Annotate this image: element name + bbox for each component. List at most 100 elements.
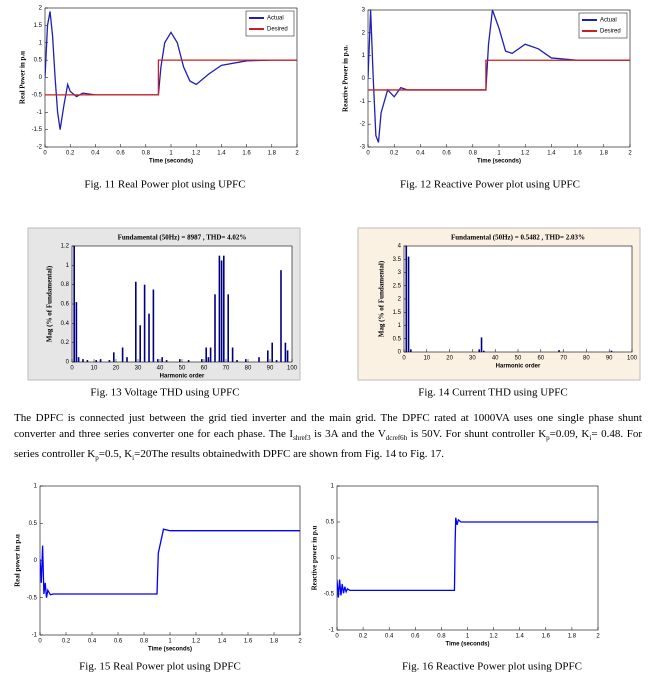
x-tick-label: 0.4 bbox=[416, 151, 425, 157]
x-tick-label: 0 bbox=[70, 366, 74, 372]
chart-title: Fundamental (50Hz) = 0.5482 , THD= 2.03% bbox=[451, 234, 585, 242]
bar bbox=[236, 360, 238, 362]
legend-box bbox=[245, 10, 295, 37]
caption: Fig. 16 Reactive Power plot using DPFC bbox=[402, 661, 582, 673]
plot-area bbox=[39, 485, 301, 636]
y-axis-label: Mag (% of Fundamental) bbox=[378, 260, 386, 337]
bar bbox=[410, 349, 412, 352]
plot bbox=[405, 246, 613, 352]
caption: Fig. 13 Voltage THD using UPFC bbox=[90, 387, 239, 399]
y-tick-label: 2 bbox=[39, 6, 43, 12]
y-axis-label: Real power in p.u bbox=[14, 534, 22, 587]
x-tick-label: 0.4 bbox=[91, 151, 100, 157]
y-tick-label: 0.4 bbox=[61, 321, 70, 327]
x-tick-label: 50 bbox=[179, 366, 186, 372]
bar bbox=[280, 270, 282, 362]
text-run: The DPFC is connected just between the g… bbox=[14, 412, 642, 440]
bar bbox=[558, 350, 560, 352]
caption: Fig. 14 Current THD using UPFC bbox=[418, 387, 568, 399]
bar bbox=[478, 349, 481, 352]
bar bbox=[275, 360, 278, 362]
bar bbox=[86, 360, 89, 362]
y-tick-label: 1 bbox=[66, 263, 70, 269]
x-tick-label: 0.6 bbox=[442, 151, 451, 157]
y-tick-label: 0 bbox=[331, 556, 335, 562]
x-tick-label: 30 bbox=[135, 366, 142, 372]
line bbox=[337, 517, 598, 598]
bar bbox=[610, 350, 613, 352]
bar bbox=[223, 255, 225, 362]
x-tick-label: 1 bbox=[168, 639, 172, 645]
y-axis-label: Reactive power in p.u bbox=[311, 525, 319, 590]
caption: Fig. 12 Reactive Power plot using UPFC bbox=[400, 179, 580, 191]
x-tick-label: 1.2 bbox=[521, 151, 530, 157]
text-run: = 0.48. For series controller K bbox=[14, 428, 643, 461]
y-tick-label: -1 bbox=[329, 628, 335, 634]
x-tick-label: 1 bbox=[497, 151, 501, 157]
x-tick-label: 70 bbox=[560, 356, 567, 362]
x-tick-label: 100 bbox=[627, 356, 638, 362]
x-tick-label: 1.6 bbox=[573, 151, 582, 157]
y-axis-label: Reactive Power in p.u. bbox=[342, 45, 350, 112]
x-axis-label: Harmonic order bbox=[496, 364, 541, 370]
x-tick-label: 10 bbox=[91, 366, 98, 372]
x-tick-label: 0 bbox=[38, 639, 42, 645]
x-tick-label: 1.2 bbox=[192, 639, 201, 645]
x-tick-label: 0 bbox=[43, 151, 47, 157]
bar bbox=[108, 360, 111, 362]
y-tick-label: -2 bbox=[37, 145, 43, 151]
x-tick-label: 80 bbox=[245, 366, 252, 372]
y-tick-label: -0.5 bbox=[324, 592, 335, 598]
plot bbox=[337, 517, 598, 598]
x-tick-label: 1.6 bbox=[542, 634, 551, 640]
bar bbox=[286, 350, 289, 362]
y-tick-label: 1 bbox=[331, 484, 335, 490]
x-tick-label: 0.6 bbox=[411, 634, 420, 640]
x-tick-label: 1.4 bbox=[516, 634, 525, 640]
caption: Fig. 15 Real Power plot using DPFC bbox=[79, 661, 241, 673]
bar bbox=[157, 359, 159, 362]
y-tick-label: 0 bbox=[362, 76, 366, 82]
x-tick-label: 0.6 bbox=[114, 639, 123, 645]
legend-label: Actual bbox=[267, 16, 284, 22]
bar bbox=[220, 260, 223, 362]
bar bbox=[77, 357, 80, 362]
x-tick-label: 0.2 bbox=[359, 634, 368, 640]
x-tick-label: 0 bbox=[335, 634, 339, 640]
x-tick-label: 0 bbox=[366, 151, 370, 157]
bar bbox=[113, 352, 115, 362]
line bbox=[368, 59, 630, 91]
text-run: is 3A and the V bbox=[310, 428, 386, 440]
figure: 0 0.2 0.4 0.6 0.8 1 1.2 1.4 1.6 1.8 2 -3 -2 -1 0 1 2 3 Tim… bbox=[342, 8, 633, 191]
legend-label: Desired bbox=[600, 29, 621, 35]
y-tick-label: 0.5 bbox=[29, 521, 38, 527]
legend-label: Desired bbox=[267, 27, 288, 33]
y-tick-label: 0.5 bbox=[34, 58, 43, 64]
bar bbox=[82, 359, 84, 362]
bar bbox=[209, 347, 212, 362]
x-tick-label: 1 bbox=[466, 634, 470, 640]
x-tick-label: 80 bbox=[583, 356, 590, 362]
y-tick-label: 1.5 bbox=[393, 310, 402, 316]
x-tick-label: 0.4 bbox=[385, 634, 394, 640]
x-tick-label: 1.8 bbox=[600, 151, 609, 157]
y-tick-label: 3.5 bbox=[393, 257, 402, 263]
x-tick-label: 0.2 bbox=[66, 151, 75, 157]
bar bbox=[284, 342, 287, 362]
y-tick-label: 0 bbox=[39, 75, 43, 81]
bar bbox=[135, 281, 137, 362]
subscript: i bbox=[132, 454, 135, 463]
y-axis-label: Real Power in p.u bbox=[19, 51, 27, 104]
y-tick-label: 0.5 bbox=[326, 520, 335, 526]
y-tick-label: -1 bbox=[37, 110, 43, 116]
legend-label: Actual bbox=[600, 18, 617, 24]
y-tick-label: -1 bbox=[32, 633, 38, 639]
x-tick-label: 2 bbox=[298, 639, 302, 645]
bar bbox=[207, 357, 210, 362]
x-tick-label: 1.6 bbox=[244, 639, 253, 645]
x-tick-label: 0.8 bbox=[469, 151, 478, 157]
y-tick-label: 0 bbox=[66, 360, 70, 366]
y-tick-label: -0.5 bbox=[27, 595, 38, 601]
subscript: p bbox=[546, 434, 550, 443]
